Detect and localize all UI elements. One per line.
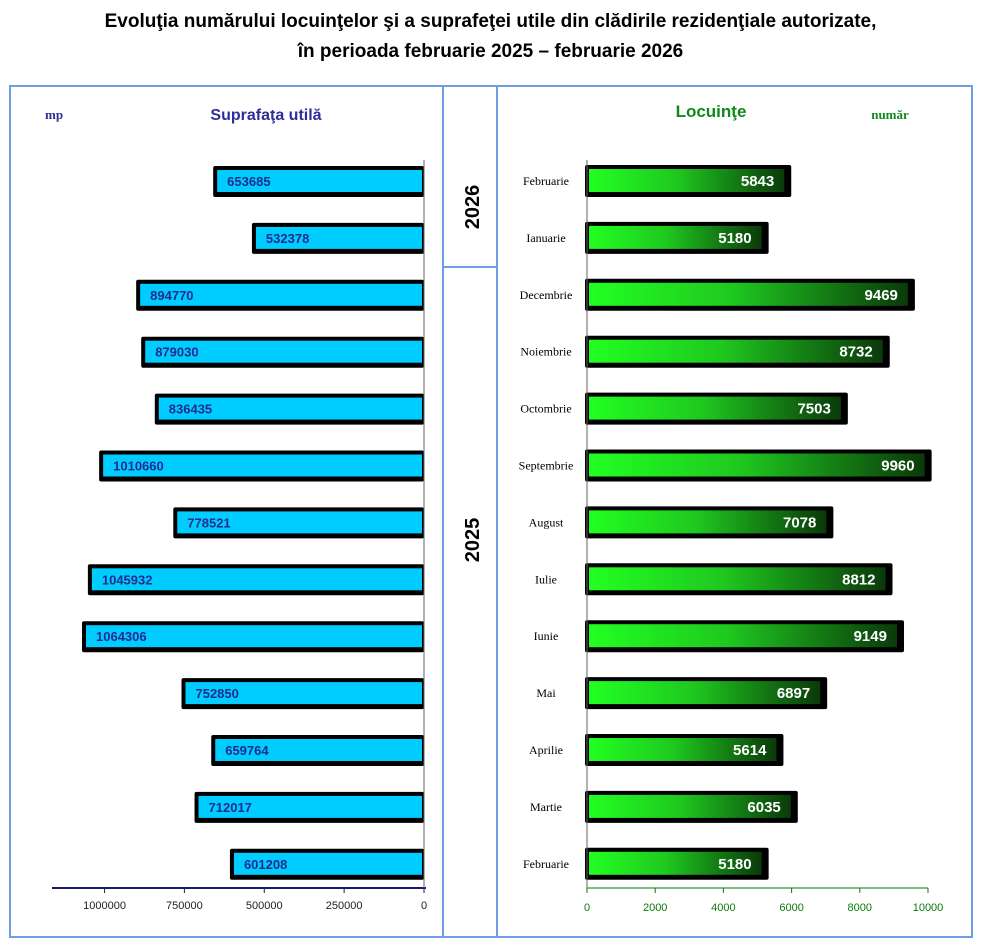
left-bar-mai-2025 [185,682,422,705]
right-category-iulie-7: Iulie [535,572,557,586]
right-bar-februarie-0 [589,169,785,192]
left-bar-decembrie-2025 [140,283,422,306]
right-category-mai-9: Mai [536,686,556,700]
left-tick-label-500000: 500000 [246,900,283,912]
left-unit-label: mp [45,107,63,122]
right-bar-august-6 [589,510,827,534]
right-bar-mai-9 [589,681,821,705]
left-tick-label-250000: 250000 [326,900,363,912]
left-bar-label-mai-2025: 752850 [195,686,238,701]
left-bar-label-noiembrie-2025: 879030 [155,345,198,360]
left-bars-group: 653685 532378 894770 879030 836435 1010660 778… [82,166,425,880]
right-category-februarie-0: Februarie [523,174,569,188]
left-tick-label-1000000: 1000000 [83,900,126,912]
left-bar-aprilie-2025 [215,739,422,761]
left-bar-septembrie-2025 [103,454,423,477]
right-bar-label-februarie-0: 5843 [741,173,774,190]
chart-title-line2: în perioada februarie 2025 – februarie 2… [297,41,684,62]
right-category-octombrie-4: Octombrie [520,402,571,416]
left-bar-label-septembrie-2025: 1010660 [113,459,164,474]
left-bar-label-octombrie-2025: 836435 [169,402,212,417]
right-bar-label-septembrie-5: 9960 [881,458,914,475]
left-bar-august-2025 [177,511,422,534]
right-category-februarie-12: Februarie [523,857,569,871]
right-bar-label-iunie-8: 9149 [854,628,887,645]
right-bar-octombrie-4 [589,396,841,420]
left-bar-label-aprilie-2025: 659764 [225,743,269,758]
right-bar-iunie-8 [589,624,897,648]
right-category-septembrie-5: Septembrie [519,459,574,473]
left-bar-label-iunie-2025: 1064306 [96,629,147,644]
right-bar-label-martie-11: 6035 [747,799,780,816]
right-bar-noiembrie-3 [589,339,883,363]
right-tick-label-8000: 8000 [848,902,872,914]
left-bar-label-februarie-2025: 601208 [244,857,287,872]
right-panel [496,85,973,938]
left-x-axis: 1000000 750000 500000 250000 0 [52,160,427,912]
right-bar-aprilie-10 [589,738,777,761]
left-bar-martie-2025 [198,795,422,818]
left-bar-noiembrie-2025 [145,340,422,363]
right-bar-label-ianuarie-1: 5180 [718,230,751,247]
left-bar-februarie-2025 [233,852,422,875]
right-category-martie-11: Martie [530,800,562,814]
left-bar-label-iulie-2025: 1045932 [102,572,153,587]
right-tick-label-10000: 10000 [913,902,944,914]
right-category-august-6: August [529,515,564,529]
right-category-noiembrie-3: Noiembrie [520,345,571,359]
right-bar-label-mai-9: 6897 [777,685,810,702]
right-tick-label-4000: 4000 [711,902,735,914]
right-bar-decembrie-2 [589,282,908,306]
right-bar-label-februarie-12: 5180 [718,856,751,873]
right-tick-label-0: 0 [584,902,590,914]
left-bar-iulie-2025 [91,568,423,591]
right-bar-martie-11 [589,794,791,818]
left-bar-ianuarie-2026 [255,226,422,249]
right-category-decembrie-2: Decembrie [520,288,573,302]
right-bar-label-august-6: 7078 [783,514,816,531]
right-bar-label-octombrie-4: 7503 [797,401,830,418]
right-tick-label-6000: 6000 [779,902,803,914]
right-unit-label: număr [871,107,909,122]
left-bar-label-august-2025: 778521 [187,515,230,530]
left-bar-iunie-2025 [86,625,422,648]
year-label-2025: 2025 [462,518,484,563]
year-label-2026: 2026 [462,185,484,230]
right-bar-label-iulie-7: 8812 [842,571,875,588]
right-bars-group: 5843 Februarie 5180 Ianuarie 9469 Decembrie 87… [519,165,932,880]
right-bar-septembrie-5 [589,453,925,477]
left-bar-label-martie-2025: 712017 [209,800,252,815]
left-chart-title: Suprafaţa utilă [210,107,321,124]
right-bar-iulie-7 [589,567,886,591]
right-category-aprilie-10: Aprilie [529,743,563,757]
right-tick-label-2000: 2000 [643,902,667,914]
right-chart-title: Locuinţe [676,102,747,121]
right-x-axis: 0 2000 4000 6000 8000 10000 [584,160,943,914]
chart-title-line1: Evoluţia numărului locuinţelor şi a supr… [104,11,877,32]
right-category-iunie-8: Iunie [534,629,559,643]
right-bar-februarie-12 [589,851,762,875]
left-bar-label-februarie-2026: 653685 [227,174,270,189]
left-bar-octombrie-2025 [158,397,422,420]
right-bar-label-noiembrie-3: 8732 [839,344,872,361]
right-bar-label-aprilie-10: 5614 [733,742,767,759]
right-bar-ianuarie-1 [589,225,762,249]
left-bar-label-decembrie-2025: 894770 [150,288,193,303]
left-bar-februarie-2026 [217,170,422,192]
left-tick-label-750000: 750000 [166,900,203,912]
right-category-ianuarie-1: Ianuarie [526,231,565,245]
left-tick-label-0: 0 [421,900,427,912]
left-bar-label-ianuarie-2026: 532378 [266,231,309,246]
right-bar-label-decembrie-2: 9469 [865,287,898,304]
